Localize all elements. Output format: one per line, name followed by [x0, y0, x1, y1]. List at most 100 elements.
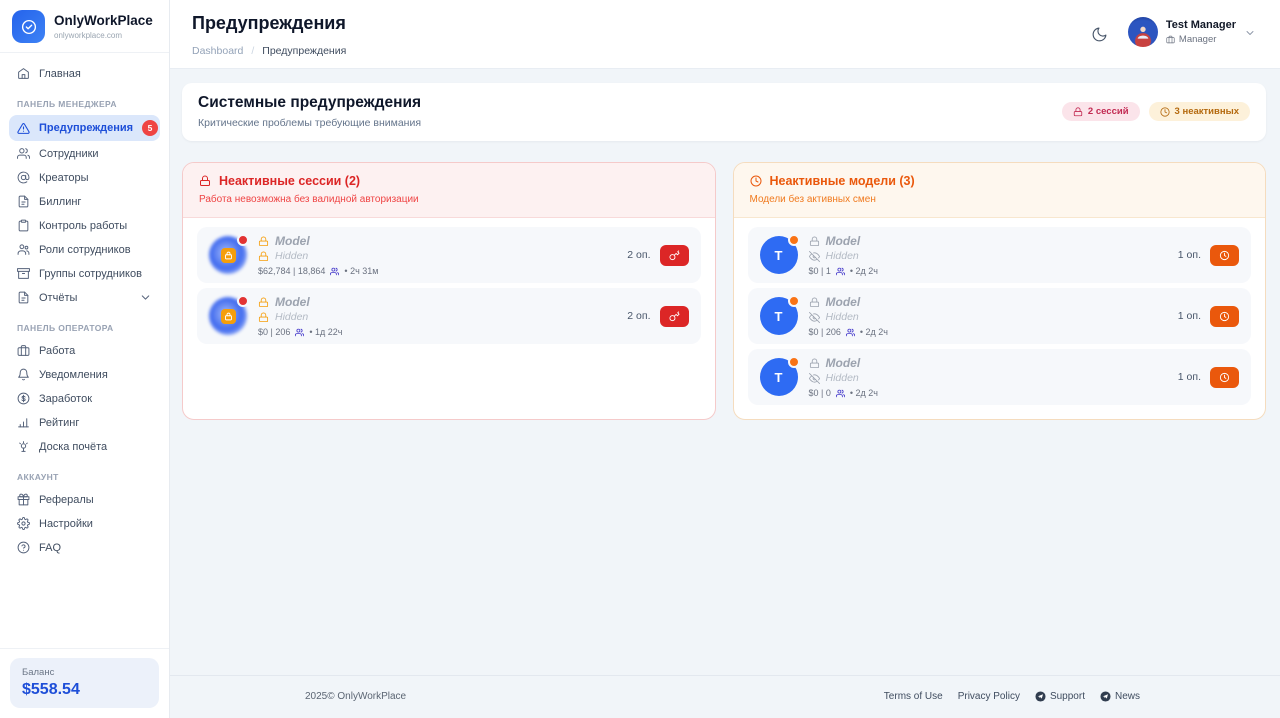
balance-card: Баланс $558.54	[10, 658, 159, 708]
operators-count: 1 оп.	[1177, 249, 1201, 261]
dark-mode-toggle[interactable]	[1091, 26, 1108, 46]
offline-status-dot	[237, 295, 249, 307]
user-menu[interactable]: Test Manager Manager	[1127, 17, 1256, 47]
inactive-badge-label: 3 неактивных	[1174, 106, 1239, 117]
model-name: Model	[825, 234, 861, 248]
key-icon	[669, 310, 680, 321]
balance-value: $558.54	[22, 681, 80, 698]
offline-status-dot	[237, 234, 249, 246]
model-item[interactable]: T Model Hidden $0 | 1 2д 2ч	[747, 227, 1251, 283]
sessions-badge: 2 сессий	[1061, 102, 1140, 121]
inactive-badge: 3 неактивных	[1148, 102, 1250, 121]
app-logo-icon	[12, 10, 45, 43]
banner-title: Системные предупреждения	[198, 94, 422, 111]
sidebar-item-settings[interactable]: Настройки	[9, 512, 160, 535]
start-shift-button[interactable]	[1210, 244, 1239, 266]
sidebar-section-account: АККАУНТ	[17, 472, 59, 482]
sidebar-item-label: Рефералы	[39, 493, 94, 506]
breadcrumb-current: Предупреждения	[262, 45, 347, 57]
sidebar-item-faq[interactable]: FAQ	[9, 536, 160, 559]
page-title: Предупреждения	[192, 13, 346, 33]
model-avatar: T	[759, 234, 800, 274]
lock-icon	[200, 175, 210, 186]
model-name: Model	[825, 356, 861, 370]
sidebar-item-employee-roles[interactable]: Роли сотрудников	[9, 238, 160, 261]
file-icon	[18, 291, 29, 304]
breadcrumb-dashboard-link[interactable]: Dashboard	[192, 45, 244, 57]
sidebar-section-operator: ПАНЕЛЬ ОПЕРАТОРА	[17, 323, 114, 333]
sidebar-item-home[interactable]: Главная	[9, 62, 160, 85]
model-item[interactable]: T Model Hidden $0 | 0 2д 2ч	[747, 349, 1251, 405]
clock-icon	[1219, 250, 1230, 260]
model-duration: 2д 2ч	[860, 327, 888, 337]
lock-overlay-icon	[220, 247, 236, 263]
model-avatar	[209, 295, 249, 335]
sidebar-item-work[interactable]: Работа	[9, 339, 160, 362]
app-domain: onlyworkplace.com	[54, 31, 123, 40]
session-item[interactable]: Model Hidden $0 | 206 1д 22ч 2 оп.	[197, 288, 701, 344]
sidebar-item-notifications[interactable]: Уведомления	[9, 363, 160, 386]
sidebar-item-label: Группы сотрудников	[39, 267, 142, 280]
support-link[interactable]: Support	[1035, 691, 1085, 702]
sidebar-item-employees[interactable]: Сотрудники	[9, 142, 160, 165]
model-avatar	[209, 234, 249, 274]
home-icon	[18, 68, 29, 79]
sidebar-item-label: Рейтинг	[39, 416, 80, 429]
sidebar-item-honor-board[interactable]: Доска почёта	[9, 435, 160, 458]
balance-section: Баланс $558.54	[0, 648, 169, 718]
footer-link-label: Support	[1049, 691, 1085, 702]
sidebar-item-label: Заработок	[39, 392, 93, 405]
lock-icon	[809, 236, 819, 246]
chevron-down-icon	[141, 295, 150, 300]
clock-icon	[1219, 372, 1230, 382]
sidebar-item-billing[interactable]: Биллинг	[9, 190, 160, 213]
app-logo[interactable]: OnlyWorkPlace onlyworkplace.com	[0, 0, 169, 53]
inactive-models-card: Неактивные модели (3) Модели без активны…	[732, 162, 1266, 420]
telegram-icon	[1035, 691, 1046, 702]
dollar-icon	[17, 392, 30, 405]
terms-of-use-link[interactable]: Terms of Use	[884, 691, 943, 702]
model-duration: 2д 2ч	[850, 388, 878, 398]
users-icon	[17, 244, 30, 255]
inactive-status-dot	[787, 234, 800, 246]
lamp-icon	[19, 441, 28, 452]
operators-count: 2 оп.	[627, 310, 651, 322]
start-shift-button[interactable]	[1210, 366, 1239, 388]
sidebar-item-employee-groups[interactable]: Группы сотрудников	[9, 262, 160, 285]
clock-icon	[1219, 311, 1230, 321]
sidebar-item-label: Роли сотрудников	[39, 243, 131, 256]
model-stats: $0 | 1	[808, 266, 831, 276]
sidebar-item-creators[interactable]: Креаторы	[9, 166, 160, 189]
card-subtitle: Модели без активных смен	[749, 194, 876, 205]
sidebar-item-reports[interactable]: Отчёты	[9, 286, 160, 309]
gift-icon	[17, 493, 30, 506]
inactive-status-dot	[787, 295, 800, 307]
lock-icon	[1073, 106, 1083, 116]
users-icon	[835, 389, 845, 397]
model-name: Model	[275, 234, 310, 248]
model-stats: $0 | 206	[808, 327, 841, 337]
start-shift-button[interactable]	[1210, 305, 1239, 327]
eye-off-icon	[808, 250, 820, 262]
sidebar-item-label: Биллинг	[39, 195, 82, 208]
telegram-icon	[1100, 691, 1111, 702]
sidebar-item-label: FAQ	[39, 541, 62, 554]
session-item[interactable]: Model Hidden $62,784 | 18,864 2ч 31м 2 о…	[197, 227, 701, 283]
privacy-policy-link[interactable]: Privacy Policy	[958, 691, 1020, 702]
sidebar-item-referrals[interactable]: Рефералы	[9, 488, 160, 511]
file-icon	[18, 195, 29, 208]
sidebar-item-earnings[interactable]: Заработок	[9, 387, 160, 410]
users-icon	[845, 328, 855, 336]
sidebar-item-warnings[interactable]: Предупреждения 5	[9, 115, 160, 141]
lock-icon	[809, 358, 819, 368]
sidebar-item-rating[interactable]: Рейтинг	[9, 411, 160, 434]
lock-icon	[258, 236, 269, 246]
sidebar-item-work-control[interactable]: Контроль работы	[9, 214, 160, 237]
sidebar-item-label: Сотрудники	[39, 147, 99, 160]
model-name: Model	[275, 295, 310, 309]
authorize-session-button[interactable]	[659, 305, 689, 327]
authorize-session-button[interactable]	[659, 244, 689, 266]
news-link[interactable]: News	[1100, 691, 1140, 702]
model-item[interactable]: T Model Hidden $0 | 206 2д 2ч	[747, 288, 1251, 344]
model-avatar: T	[759, 295, 800, 335]
